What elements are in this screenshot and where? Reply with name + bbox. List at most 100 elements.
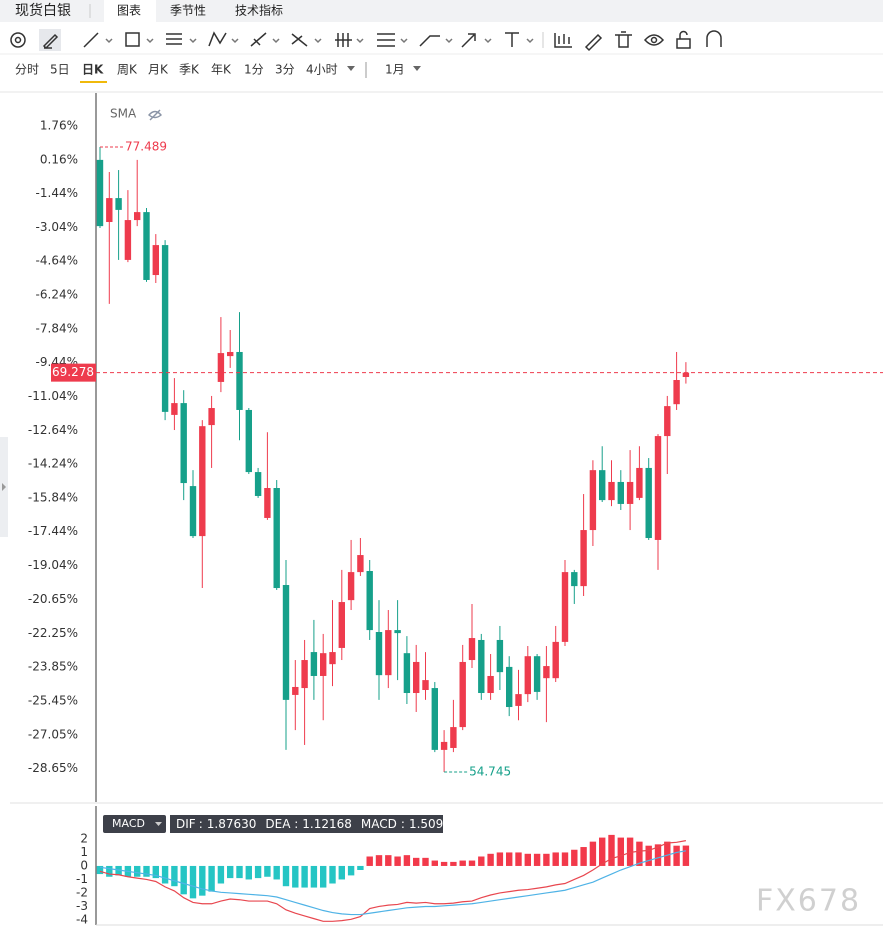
candle-body (636, 467, 643, 498)
macd-bar (654, 844, 662, 866)
y-tick-label: -11.04% (28, 389, 78, 403)
tool-icon[interactable] (335, 33, 364, 47)
tool-icon[interactable] (505, 32, 534, 47)
candle-body (143, 212, 150, 280)
macd-tick-label: -1 (76, 872, 88, 886)
candle-body (329, 652, 336, 665)
tool-icon[interactable] (250, 32, 280, 47)
candle-body (645, 467, 652, 539)
tool-icon[interactable] (676, 30, 691, 49)
period[interactable]: 年K (211, 63, 232, 77)
indicator-badge[interactable] (103, 815, 166, 833)
tab[interactable]: 技术指标 (235, 3, 283, 18)
tab[interactable]: 现货白银 (15, 2, 71, 19)
period[interactable]: 日K (82, 63, 104, 77)
y-tick-label: -12.64% (28, 423, 78, 437)
tool-icon[interactable] (166, 33, 197, 45)
tool-icon[interactable] (643, 34, 665, 46)
period[interactable]: 季K (179, 63, 200, 77)
macd-bar (599, 837, 606, 866)
candle-body (543, 666, 550, 679)
macd-bar (394, 856, 401, 866)
tool-icon[interactable] (10, 32, 26, 48)
hide-icon[interactable] (148, 109, 162, 121)
high-marker-label: 77.489 (125, 139, 167, 153)
tool-icon[interactable] (291, 33, 322, 47)
readout: DIF:1.87630 DEA:1.12168 MACD:1.50923 (176, 817, 459, 831)
candle-body (199, 426, 206, 537)
macd-bar (487, 853, 494, 866)
readout-name: MACD (361, 817, 397, 831)
macd-bar (450, 861, 457, 866)
candle-body (254, 472, 262, 496)
candle-body (524, 656, 531, 695)
y-tick-label: -19.04% (28, 558, 78, 572)
period[interactable]: 1分 (244, 63, 264, 77)
candle-body (310, 652, 318, 676)
watermark: FX678 (756, 884, 861, 919)
candle-body (366, 570, 373, 631)
dropdown-arrow[interactable] (347, 66, 355, 71)
candle-body (236, 351, 243, 410)
y-tick-label: -25.45% (28, 694, 78, 708)
macd-bar (375, 855, 383, 866)
macd-tick-label: -2 (76, 885, 88, 899)
period[interactable]: 周K (117, 63, 138, 77)
candle-body (171, 403, 178, 415)
tool-icon[interactable] (42, 33, 59, 50)
tool-icon[interactable] (615, 31, 632, 48)
macd-bar (385, 855, 392, 866)
range-select[interactable]: 1月 (385, 63, 405, 77)
candle-body (208, 408, 215, 426)
tab[interactable]: 图表 (117, 4, 141, 18)
macd-bar (422, 857, 429, 866)
candle-body (320, 653, 327, 676)
y-tick-label: -4.64% (36, 254, 78, 268)
macd-bar (580, 847, 587, 866)
candle-body (273, 488, 280, 589)
tool-icon[interactable] (461, 33, 492, 48)
period[interactable]: 分时 (15, 63, 39, 77)
period[interactable]: 5日 (50, 63, 70, 77)
y-tick-label: -17.44% (28, 524, 78, 538)
macd-line (99, 840, 687, 922)
side-arrow (2, 483, 6, 491)
macd-bar (96, 865, 104, 875)
dropdown-arrow[interactable] (413, 66, 421, 71)
readout-separator: : (199, 817, 203, 831)
macd-bar (403, 855, 411, 866)
macd-bar (478, 856, 485, 866)
readout-separator: : (401, 817, 405, 831)
macd-bar (571, 849, 578, 866)
tool-icon[interactable] (584, 33, 603, 52)
tool-icon[interactable] (208, 31, 239, 47)
candle-body (375, 632, 383, 676)
macd-bar (561, 852, 569, 866)
macd-bar (208, 865, 215, 892)
tool-icon[interactable] (554, 33, 572, 48)
macd-bar (459, 860, 466, 866)
macd-bar (245, 865, 252, 880)
tool-icon[interactable] (706, 30, 722, 47)
period[interactable]: 4小时 (306, 63, 338, 77)
readout-name: DIF (176, 817, 196, 831)
candle-body (571, 572, 578, 587)
period[interactable]: 月K (148, 63, 169, 77)
tool-icon[interactable] (83, 32, 113, 48)
candle-body (673, 380, 680, 405)
tab-bar (0, 0, 883, 22)
macd-bar (347, 865, 355, 876)
tool-icon[interactable] (419, 35, 453, 47)
last-price-label: 69.278 (52, 365, 94, 379)
macd-bar (645, 845, 652, 866)
candle-body (189, 486, 197, 537)
y-tick-label: -14.24% (28, 457, 78, 471)
tab[interactable]: 季节性 (170, 4, 206, 18)
period[interactable]: 3分 (275, 63, 295, 77)
tool-icon[interactable] (125, 32, 154, 47)
tool-icon[interactable] (377, 33, 408, 47)
macd-bar (338, 865, 345, 880)
macd-bar (589, 841, 597, 866)
candle-body (654, 436, 662, 540)
badge-arrow[interactable] (155, 822, 162, 826)
